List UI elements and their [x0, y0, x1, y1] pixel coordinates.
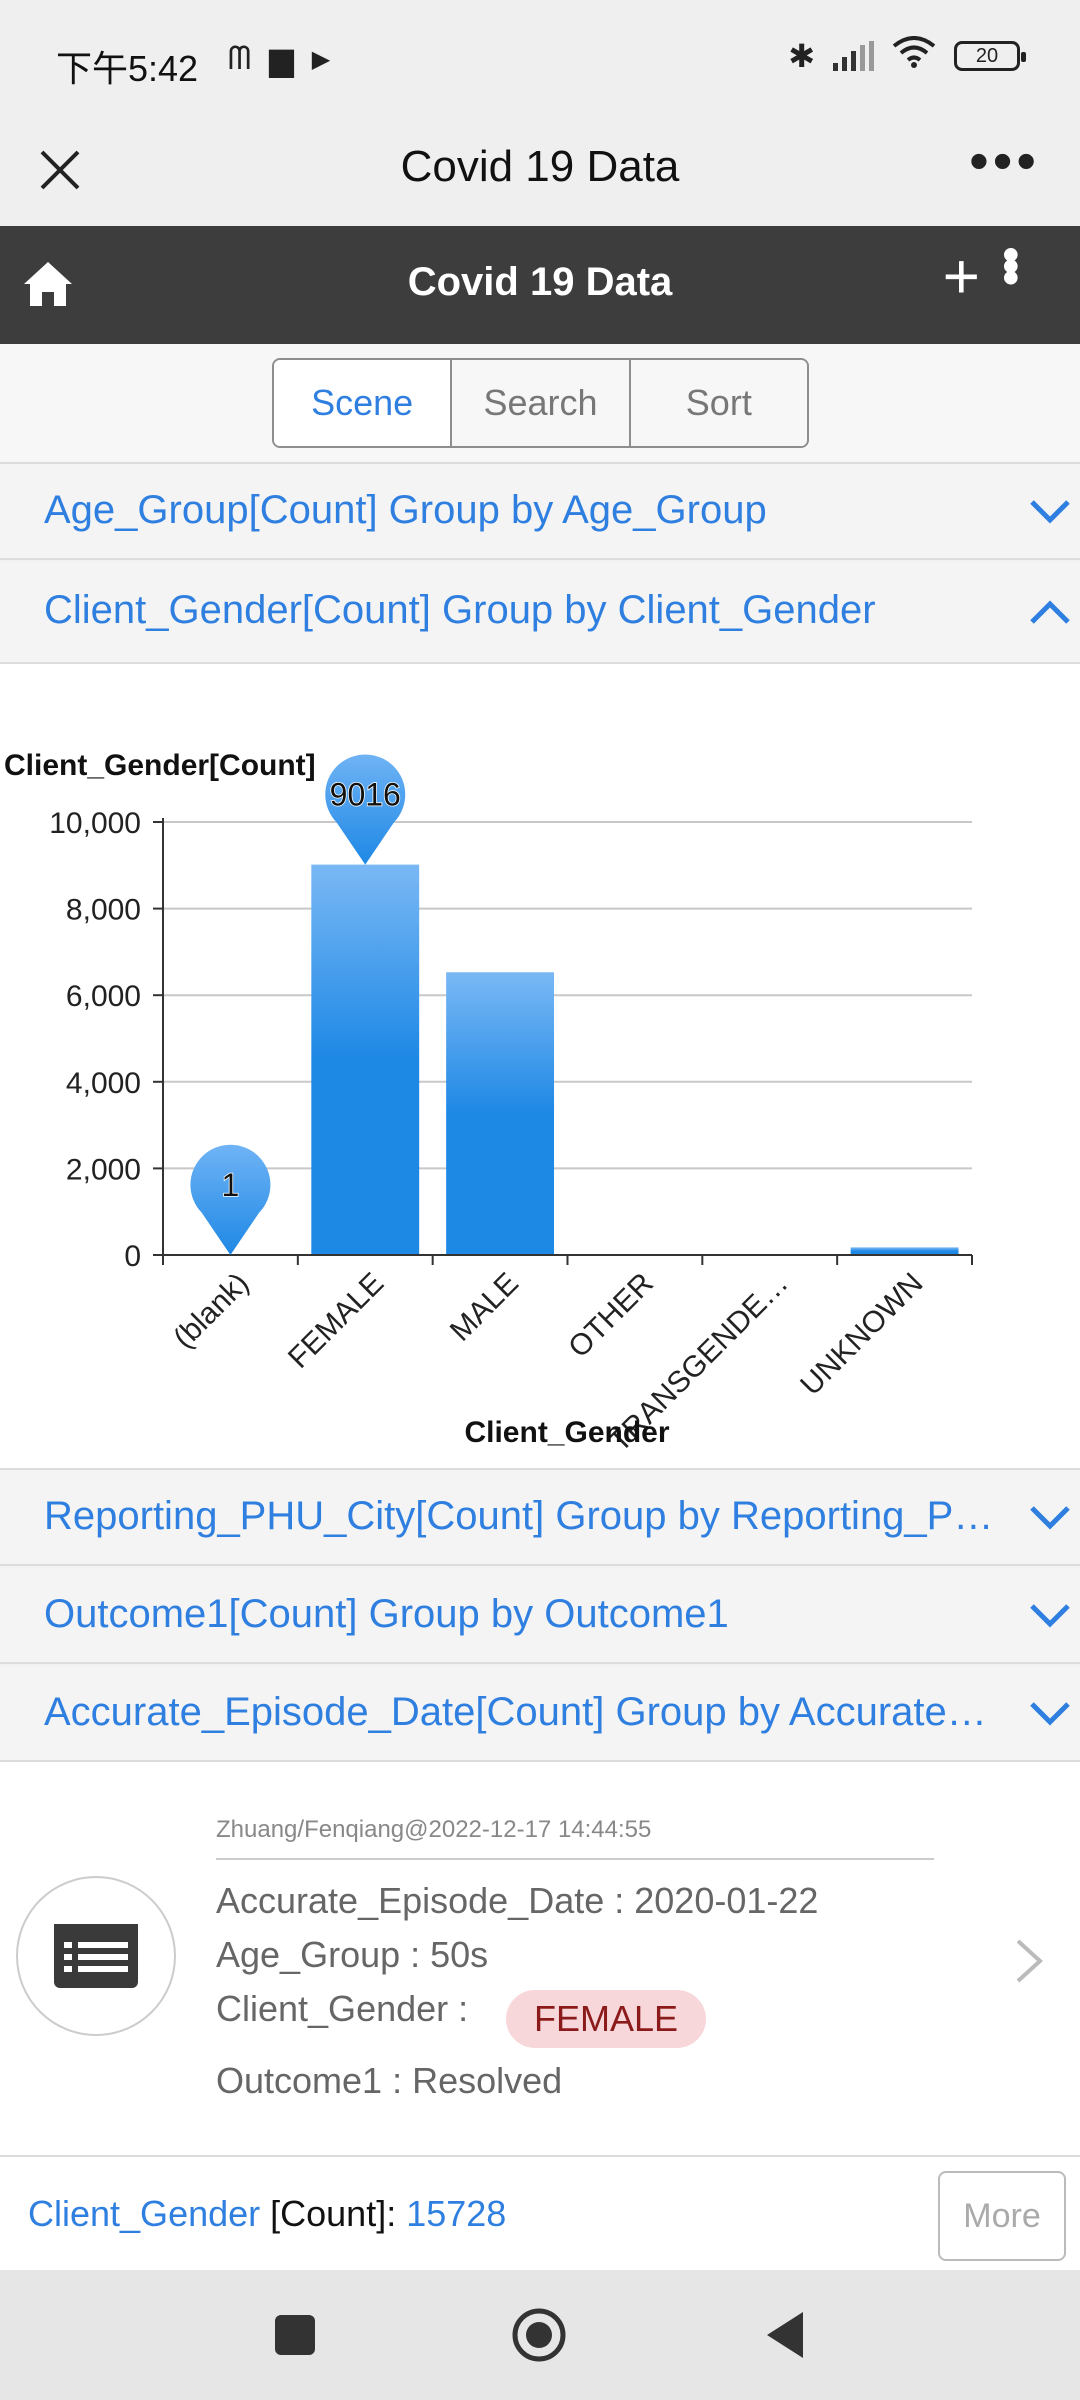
y-tick-label: 10,000: [49, 807, 141, 840]
app-header: Covid 19 Data + •••: [0, 226, 1080, 344]
home-icon[interactable]: [20, 256, 76, 312]
app-title: Covid 19 Data: [407, 260, 673, 304]
chevron-right-icon[interactable]: [1014, 1930, 1044, 1999]
record-accurate-episode-date: Accurate_Episode_Date : 2020-01-22: [216, 1880, 819, 1921]
y-axis-label: Client_Gender[Count]: [4, 749, 316, 782]
group-outcome1[interactable]: Outcome1[Count] Group by Outcome1: [0, 1568, 1080, 1664]
bar-chart: Client_Gender[Count] 0 2,000 4,000 6,000 8,0…: [4, 749, 973, 1458]
x-tick-label: (blank): [167, 1267, 255, 1355]
tab-search[interactable]: Search: [450, 360, 629, 446]
bar: [311, 864, 420, 1255]
segmented-tabs: Scene Search Sort: [272, 358, 809, 448]
record-meta: Zhuang/Fenqiang@2022-12-17 14:44:55: [216, 1816, 934, 1860]
more-button[interactable]: More: [938, 2171, 1066, 2261]
recents-icon[interactable]: [250, 2270, 340, 2400]
chevron-down-icon: [1030, 1702, 1070, 1726]
tab-sort[interactable]: Sort: [628, 360, 807, 446]
marker-label: 1: [222, 1167, 240, 1203]
record-client-gender-label: Client_Gender :: [216, 1988, 469, 2029]
group-label: Accurate_Episode_Date[Count] Group by Ac…: [44, 1690, 987, 1734]
group-accurate-episode-date[interactable]: Accurate_Episode_Date[Count] Group by Ac…: [0, 1666, 1080, 1762]
bluetooth-icon: ✱: [788, 38, 815, 74]
x-axis-label: Client_Gender: [464, 1416, 669, 1449]
group-reporting-phu-city[interactable]: Reporting_PHU_City[Count] Group by Repor…: [0, 1470, 1080, 1566]
record-card[interactable]: Zhuang/Fenqiang@2022-12-17 14:44:55 Accu…: [0, 1762, 1080, 2157]
chevron-down-icon: [1030, 500, 1070, 524]
x-tick-label: MALE: [444, 1267, 525, 1348]
marker-label: 9016: [330, 777, 401, 813]
home-nav-icon[interactable]: [494, 2270, 584, 2400]
chevron-down-icon: [1030, 1506, 1070, 1530]
marker-pin: [325, 754, 406, 865]
window-title-bar: Covid 19 Data •••: [0, 120, 1080, 226]
gender-badge: FEMALE: [506, 1990, 707, 2048]
bar: [850, 1247, 959, 1255]
y-tick-label: 2,000: [66, 1153, 141, 1186]
more-options-icon[interactable]: •••: [969, 129, 1040, 192]
add-icon[interactable]: +: [942, 240, 980, 312]
y-tick-label: 8,000: [66, 894, 141, 927]
chevron-down-icon: [1030, 1604, 1070, 1628]
play-notification-icon: ▶: [311, 45, 331, 73]
status-time: 下午5:42: [56, 48, 199, 89]
back-icon[interactable]: [740, 2270, 830, 2400]
chevron-up-icon: [1030, 600, 1070, 624]
summary-text: Client_Gender [Count]: 15728: [28, 2193, 506, 2235]
group-age-group[interactable]: Age_Group[Count] Group by Age_Group: [0, 464, 1080, 560]
list-icon: [16, 1876, 176, 2036]
y-tick-label: 6,000: [66, 980, 141, 1013]
x-tick-label: FEMALE: [282, 1267, 390, 1375]
notification-icons: ᗰ ▆ ▶: [228, 40, 330, 78]
group-label: Outcome1[Count] Group by Outcome1: [44, 1592, 729, 1636]
marker-pin: [190, 1144, 271, 1255]
robot-notification-icon: ▆: [269, 41, 294, 77]
summary-agg: [Count]:: [260, 2193, 407, 2234]
x-tick-label: OTHER: [562, 1267, 660, 1365]
window-title: Covid 19 Data: [400, 142, 680, 191]
tabs-area: Scene Search Sort: [0, 344, 1080, 464]
group-label: Age_Group[Count] Group by Age_Group: [44, 488, 767, 532]
kebab-menu-icon[interactable]: •••: [983, 246, 1039, 281]
battery-icon: 20: [954, 41, 1026, 71]
system-icons: ✱ 20: [788, 36, 1026, 76]
system-nav-bar: [0, 2270, 1080, 2400]
summary-field: Client_Gender: [28, 2193, 261, 2234]
signal-icon: [833, 41, 874, 71]
data-marker: 1: [190, 1144, 271, 1255]
m-notification-icon: ᗰ: [228, 40, 252, 76]
close-icon[interactable]: [30, 140, 90, 200]
status-bar: 下午5:42 ᗰ ▆ ▶ ✱ 20: [0, 0, 1080, 120]
wifi-icon: [892, 36, 936, 76]
client-gender-chart: Client_Gender[Count] 0 2,000 4,000 6,000 8,0…: [0, 664, 1080, 1470]
record-age-group: Age_Group : 50s: [216, 1934, 489, 1975]
y-tick-label: 4,000: [66, 1067, 141, 1100]
group-label: Client_Gender[Count] Group by Client_Gen…: [44, 588, 876, 632]
summary-count: 15728: [406, 2193, 507, 2234]
data-marker: 9016: [325, 754, 406, 865]
group-client-gender[interactable]: Client_Gender[Count] Group by Client_Gen…: [0, 562, 1080, 664]
group-label: Reporting_PHU_City[Count] Group by Repor…: [44, 1494, 994, 1538]
x-tick-label: UNKNOWN: [794, 1267, 929, 1402]
tab-scene[interactable]: Scene: [274, 360, 451, 446]
y-tick-label: 0: [124, 1240, 141, 1273]
summary-footer: Client_Gender [Count]: 15728 More: [0, 2157, 1080, 2270]
record-outcome: Outcome1 : Resolved: [216, 2060, 563, 2101]
bar: [446, 972, 555, 1255]
